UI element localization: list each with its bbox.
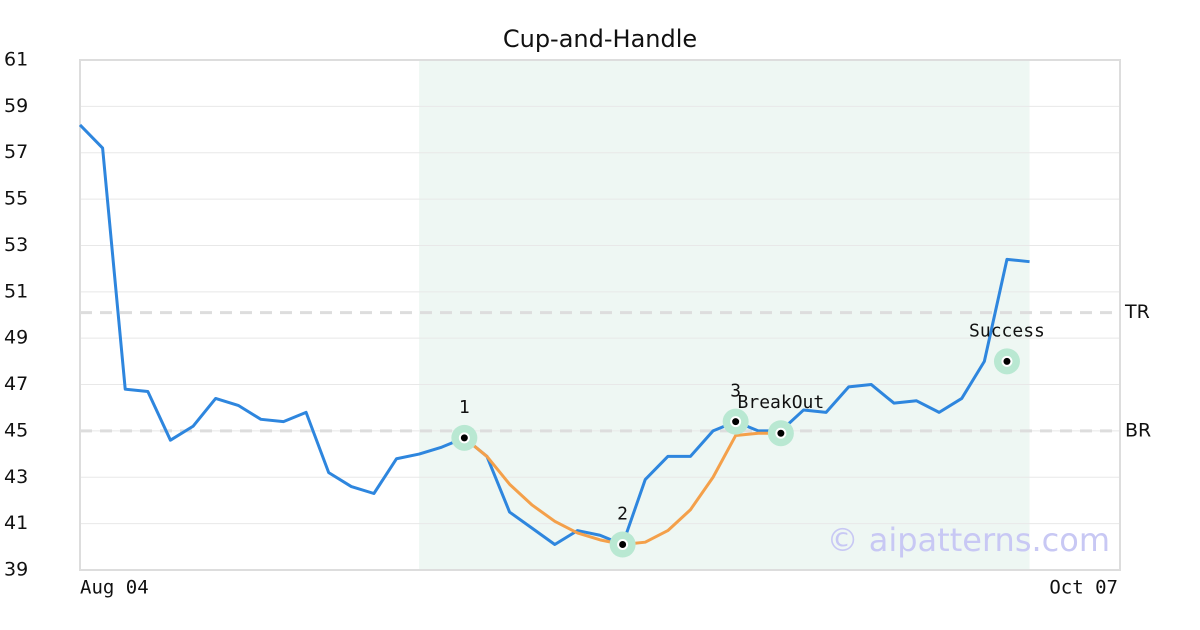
x-tick-label: Oct 07 [1049, 577, 1118, 599]
x-tick-label: Aug 04 [80, 577, 149, 599]
y-tick-label: 45 [4, 419, 28, 441]
y-tick-label: 47 [4, 373, 28, 395]
series-line [78, 123, 1030, 546]
pattern-region [419, 60, 1030, 570]
y-tick-label: 51 [4, 280, 28, 302]
level-label: BR [1125, 419, 1151, 441]
y-tick-label: 41 [4, 512, 28, 534]
watermark: © aipatterns.com [827, 521, 1110, 559]
y-tick-label: 55 [4, 188, 28, 210]
point-dot [775, 427, 787, 439]
point-label: 1 [459, 397, 470, 418]
level-label: TR [1124, 301, 1150, 323]
point-dot [1001, 355, 1013, 367]
y-tick-label: 53 [4, 234, 28, 256]
plot-frame [79, 59, 1121, 571]
y-tick-label: 59 [4, 95, 28, 117]
point-label: 2 [617, 504, 628, 525]
chart-title: Cup-and-Handle [503, 25, 697, 53]
point-label: Success [969, 320, 1045, 341]
y-tick-label: 57 [4, 141, 28, 163]
point-label: 3 [730, 381, 741, 402]
point-dot [730, 416, 742, 428]
y-tick-label: 49 [4, 327, 28, 349]
point-dot [617, 539, 629, 550]
y-tick-label: 61 [4, 49, 28, 71]
y-tick-label: 43 [4, 466, 28, 488]
y-tick-label: 39 [4, 559, 28, 581]
point-label: BreakOut [738, 392, 825, 413]
point-dot [458, 432, 470, 444]
